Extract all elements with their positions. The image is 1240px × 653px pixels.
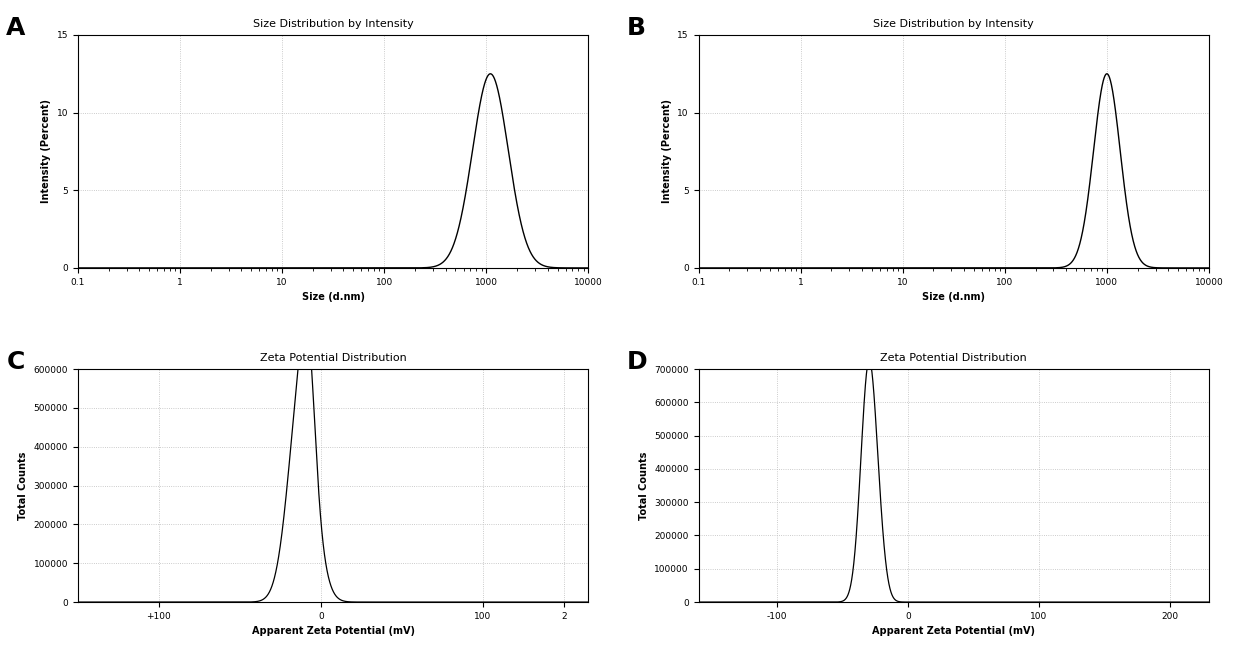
Text: C: C: [6, 351, 25, 374]
Y-axis label: Total Counts: Total Counts: [639, 451, 649, 520]
Title: Size Distribution by Intensity: Size Distribution by Intensity: [873, 19, 1034, 29]
Y-axis label: Intensity (Percent): Intensity (Percent): [662, 99, 672, 204]
Text: A: A: [6, 16, 26, 40]
Y-axis label: Total Counts: Total Counts: [19, 451, 29, 520]
Y-axis label: Intensity (Percent): Intensity (Percent): [41, 99, 51, 204]
X-axis label: Apparent Zeta Potential (mV): Apparent Zeta Potential (mV): [872, 626, 1035, 636]
Text: D: D: [627, 351, 647, 374]
Title: Zeta Potential Distribution: Zeta Potential Distribution: [880, 353, 1027, 363]
Text: B: B: [627, 16, 646, 40]
X-axis label: Size (d.nm): Size (d.nm): [301, 292, 365, 302]
X-axis label: Size (d.nm): Size (d.nm): [923, 292, 986, 302]
Title: Size Distribution by Intensity: Size Distribution by Intensity: [253, 19, 413, 29]
Title: Zeta Potential Distribution: Zeta Potential Distribution: [259, 353, 407, 363]
X-axis label: Apparent Zeta Potential (mV): Apparent Zeta Potential (mV): [252, 626, 414, 636]
